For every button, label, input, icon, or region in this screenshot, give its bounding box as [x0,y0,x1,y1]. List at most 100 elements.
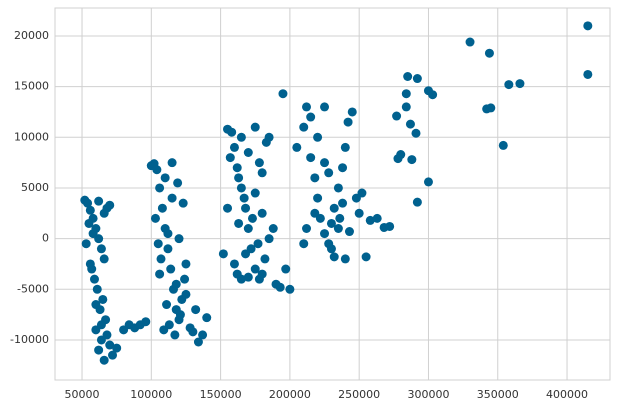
scatter-point [412,74,422,84]
scatter-point [253,239,263,249]
scatter-point [372,213,382,223]
scatter-point [344,227,354,237]
scatter-point [423,177,433,187]
scatter-point [232,163,242,173]
scatter-point [302,224,312,234]
scatter-point [407,155,417,165]
scatter-point [112,343,122,353]
scatter-point [243,148,253,158]
scatter-point [156,254,166,264]
scatter-point [92,284,102,294]
scatter-point [229,142,239,152]
scatter-point [340,254,350,264]
scatter-point [153,239,163,249]
scatter-point [193,337,203,347]
scatter-point [173,178,183,188]
scatter-point [313,193,323,203]
scatter-point [320,229,330,239]
scatter-point [347,107,357,117]
scatter-point [167,193,177,203]
scatter-point [243,272,253,282]
scatter-point [166,264,176,274]
scatter-point [150,213,160,223]
scatter-point [333,224,343,234]
scatter-point [357,188,367,198]
scatter-point [365,215,375,225]
scatter-point [299,122,309,132]
scatter-point [236,132,246,142]
scatter-point [83,198,93,208]
scatter-point [333,183,343,193]
x-tick-label: 400000 [546,388,588,401]
scatter-point [229,259,239,269]
scatter-point [326,218,336,228]
scatter-point [254,158,264,168]
scatter-point [310,173,320,183]
scatter-point [91,300,101,310]
scatter-point [498,140,508,150]
y-tick-label: 0 [42,232,49,245]
scatter-point [486,103,496,113]
scatter-point [164,320,174,330]
scatter-point [85,259,95,269]
y-tick-label: 10000 [14,130,49,143]
scatter-point [412,197,422,207]
scatter-point [84,218,94,228]
scatter-point [160,173,170,183]
scatter-point [465,37,475,47]
scatter-point [89,274,99,284]
x-tick-label: 350000 [477,388,519,401]
scatter-point [234,173,244,183]
scatter-point [583,69,593,79]
scatter-point [306,153,316,163]
x-tick-label: 250000 [338,388,380,401]
scatter-point [241,249,251,259]
scatter-point [94,196,104,206]
scatter-point [324,168,334,178]
scatter-point [163,244,173,254]
scatter-point [515,79,525,89]
scatter-point [299,239,309,249]
scatter-point [338,198,348,208]
y-tick-label: -5000 [17,282,49,295]
scatter-point [162,300,172,310]
scatter-point [163,229,173,239]
scatter-point [354,208,364,218]
scatter-point [329,203,339,213]
scatter-point [405,119,415,129]
scatter-point [306,112,316,122]
scatter-point [88,229,98,239]
scatter-point [99,208,109,218]
scatter-point [583,21,593,31]
scatter-point [225,153,235,163]
scatter-point [264,132,274,142]
scatter-point [504,80,514,90]
scatter-point [98,294,108,304]
scatter-point [340,142,350,152]
scatter-point [99,254,109,264]
scatter-point [257,269,267,279]
scatter-point [135,320,145,330]
scatter-point [171,279,181,289]
scatter-point [411,128,421,138]
scatter-point [320,158,330,168]
scatter-point [174,234,184,244]
x-tick-label: 300000 [407,388,449,401]
x-tick-label: 100000 [130,388,172,401]
scatter-point [191,305,201,315]
scatter-point [178,198,188,208]
scatter-point [275,282,285,292]
scatter-point [198,330,208,340]
x-tick-label: 50000 [65,388,100,401]
scatter-point [81,239,91,249]
scatter-point [338,163,348,173]
scatter-point [484,48,494,58]
scatter-point [155,183,165,193]
scatter-point [361,252,371,262]
scatter-point [232,269,242,279]
scatter-point [223,203,233,213]
scatter-point [170,330,180,340]
scatter-point [102,330,112,340]
scatter-point [181,289,191,299]
